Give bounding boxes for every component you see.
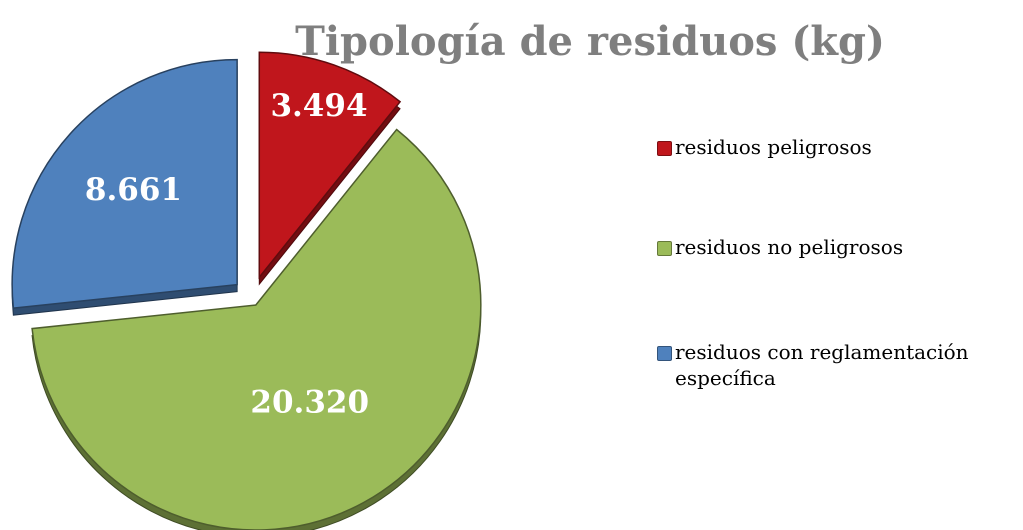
slice — [258, 51, 402, 280]
slice — [11, 58, 238, 310]
chart-title: Tipología de residuos (kg) — [295, 18, 885, 65]
legend-item: residuos peligrosos — [657, 134, 1017, 160]
slices — [11, 51, 482, 530]
legend-swatch — [657, 241, 672, 256]
legend-label: residuos no peligrosos — [675, 235, 904, 259]
data-label: 3.494 — [270, 88, 367, 124]
legend-item: residuos no peligrosos — [657, 234, 1017, 260]
slice — [31, 128, 482, 530]
legend-label: residuos con reglamentación específica — [675, 340, 969, 390]
legend-swatch — [657, 346, 672, 361]
legend-label: residuos peligrosos — [675, 135, 872, 159]
data-label: 20.320 — [250, 384, 369, 420]
legend-item: residuos con reglamentación específica — [657, 339, 1017, 391]
data-label: 8.661 — [85, 172, 182, 208]
legend-swatch — [657, 141, 672, 156]
